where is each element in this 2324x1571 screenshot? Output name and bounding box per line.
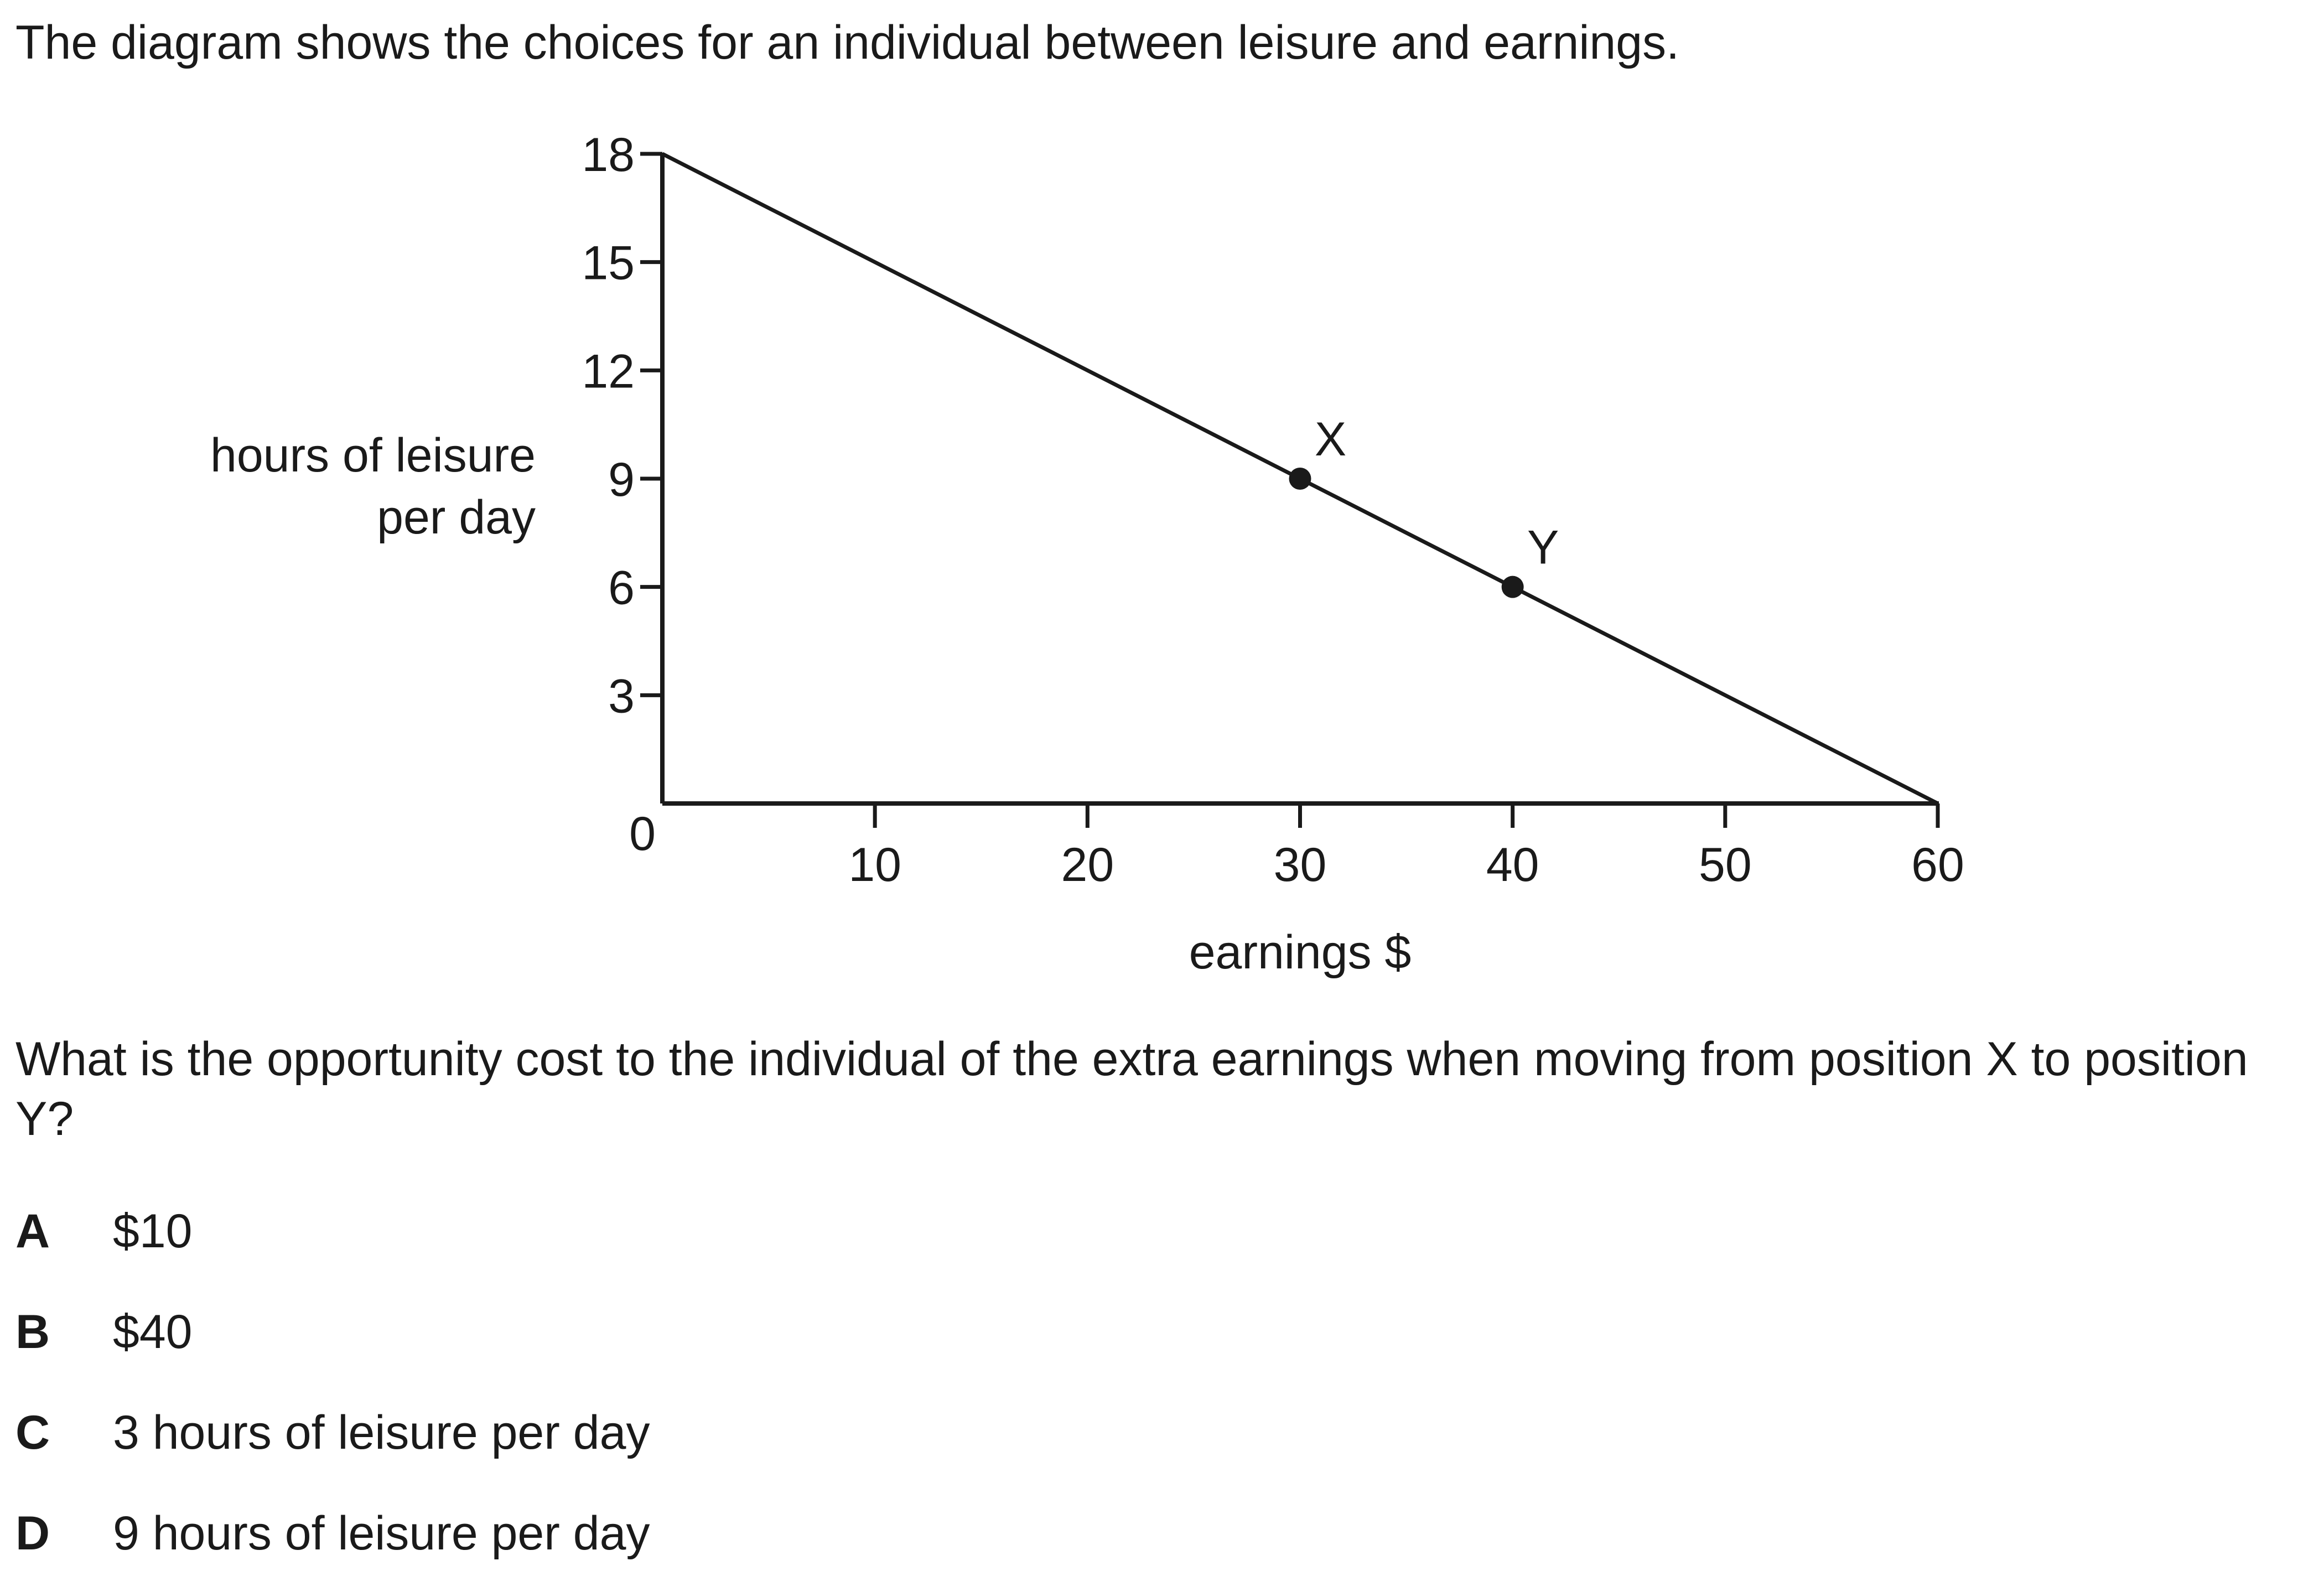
option-a-text: $10 bbox=[113, 1205, 193, 1258]
intro-text: The diagram shows the choices for an ind… bbox=[15, 16, 1679, 69]
option-d-letter: D bbox=[15, 1507, 50, 1560]
point-label-x: X bbox=[1315, 413, 1346, 466]
y-tick-label-18: 18 bbox=[582, 128, 635, 182]
x-tick-label-60: 60 bbox=[1911, 838, 1964, 891]
point-x bbox=[1289, 468, 1311, 490]
x-tick-label-10: 10 bbox=[848, 838, 901, 891]
y-axis-label-line-2: per day bbox=[377, 491, 536, 544]
x-tick-label-20: 20 bbox=[1061, 838, 1114, 891]
point-label-y: Y bbox=[1527, 521, 1559, 574]
option-b-letter: B bbox=[15, 1305, 50, 1359]
x-tick-label-40: 40 bbox=[1486, 838, 1539, 891]
x-axis-label: earnings $ bbox=[1189, 926, 1412, 979]
y-tick-label-9: 9 bbox=[608, 453, 635, 506]
origin-label: 0 bbox=[629, 807, 656, 860]
option-d-text: 9 hours of leisure per day bbox=[113, 1507, 650, 1560]
option-c-text: 3 hours of leisure per day bbox=[113, 1406, 650, 1459]
budget-line-chart: 3 6 9 12 15 18 10 20 30 40 50 60 0 earnings $ hours of… bbox=[210, 128, 1964, 979]
y-axis-label-line-1: hours of leisure bbox=[210, 429, 536, 482]
option-b-text: $40 bbox=[113, 1305, 193, 1359]
option-c-letter: C bbox=[15, 1406, 50, 1459]
x-tick-label-30: 30 bbox=[1274, 838, 1327, 891]
point-y bbox=[1501, 575, 1524, 598]
y-tick-label-12: 12 bbox=[582, 345, 635, 398]
y-tick-label-15: 15 bbox=[582, 237, 635, 290]
y-tick-label-6: 6 bbox=[608, 562, 635, 615]
y-tick-label-3: 3 bbox=[608, 670, 635, 723]
question-text: What is the opportunity cost to the indi… bbox=[15, 1033, 2248, 1145]
x-tick-label-50: 50 bbox=[1699, 838, 1752, 891]
option-a-letter: A bbox=[15, 1205, 50, 1258]
